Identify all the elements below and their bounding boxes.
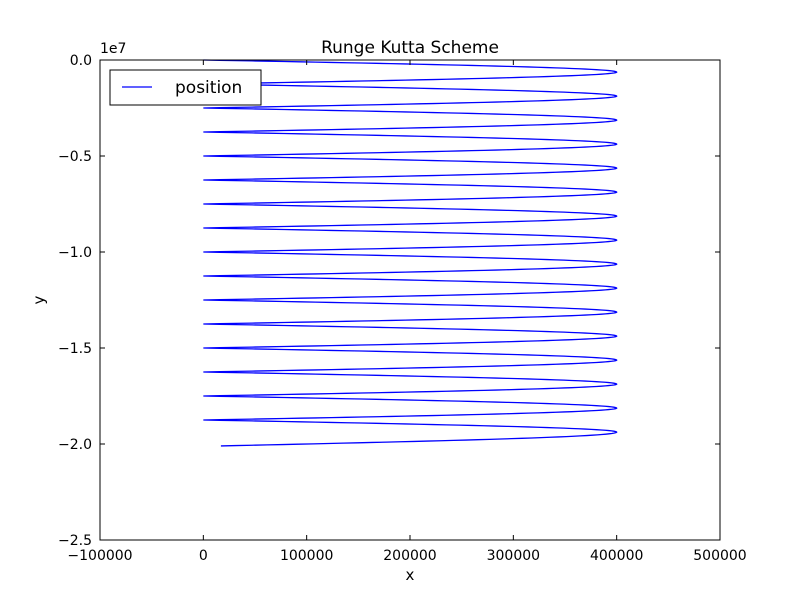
x-tick-label: 300000 [487, 548, 540, 564]
x-axis: −100000 0 100000 200000 300000 400000 500000 [67, 60, 747, 564]
y-tick-label: −2.5 [58, 533, 92, 549]
legend: position [109, 69, 262, 106]
x-tick-label: −100000 [67, 548, 132, 564]
x-tick-label: 0 [199, 548, 208, 564]
chart-title: Runge Kutta Scheme [321, 38, 499, 58]
x-tick-label: 200000 [383, 548, 436, 564]
y-tick-label: −0.5 [58, 149, 92, 165]
y-tick-label: 0.0 [70, 53, 92, 69]
legend-label-position: position [175, 78, 242, 98]
y-tick-label: −2.0 [58, 437, 92, 453]
y-axis-label: y [30, 295, 48, 304]
x-tick-label: 500000 [693, 548, 746, 564]
y-offset-label: 1e7 [100, 41, 126, 57]
series-line-position [203, 59, 618, 447]
y-tick-label: −1.5 [58, 341, 92, 357]
x-tick-label: 100000 [280, 548, 333, 564]
y-axis: 0.0 −0.5 −1.0 −1.5 −2.0 −2.5 [58, 53, 720, 549]
y-tick-label: −1.0 [58, 245, 92, 261]
x-tick-label: 400000 [590, 548, 643, 564]
x-axis-label: x [406, 566, 415, 584]
